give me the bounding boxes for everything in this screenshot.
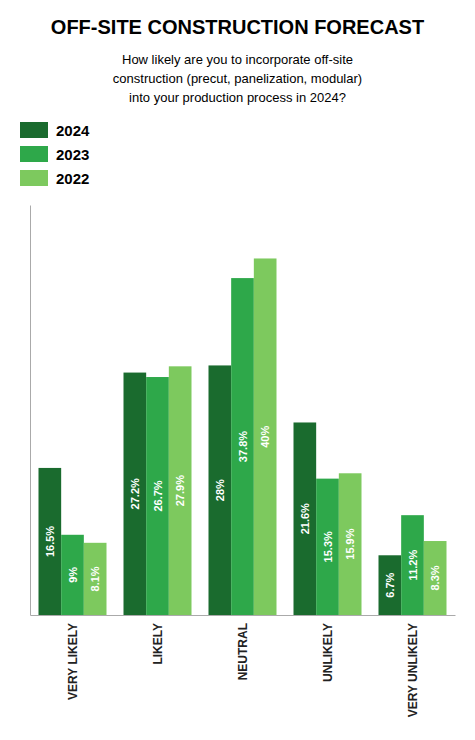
data-label: 37.8% [237,431,249,462]
plot: 16.5% 27.2% 28% 21.6% 6.7% 9% 26.7% 37.8% 15.3% 1… [31,206,456,718]
bars [39,258,447,615]
bar [84,543,107,615]
bar [401,515,424,615]
subtitle-line: into your production process in 2024? [129,90,346,105]
data-label: 40% [259,426,271,448]
data-label: 28% [214,479,226,501]
legend-label: 2023 [56,146,89,163]
bar [254,258,277,615]
subtitle-line: How likely are you to incorporate off-si… [122,52,353,67]
bar-series [39,365,402,615]
x-tick: VERY UNLIKELY [406,615,420,717]
data-label: 27.2% [129,478,141,509]
legend-swatch [20,122,48,138]
bar-series [84,258,447,615]
bar [339,473,362,615]
data-label: 9% [67,567,79,583]
data-label: 8.1% [89,566,101,591]
data-label: 8.3% [429,565,441,590]
data-label: 16.5% [44,526,56,557]
x-tick: NEUTRAL [236,615,250,680]
x-tick: UNLIKELY [321,615,335,682]
data-label: 6.7% [384,572,396,597]
bar-series [61,278,424,615]
data-labels: 16.5% 27.2% 28% 21.6% 6.7% 9% 26.7% 37.8% 15.3% 1… [44,426,441,598]
bar [424,541,447,615]
legend-item: 2023 [20,146,89,163]
x-axis: VERY LIKELY LIKELY NEUTRAL UNLIKELY VERY UNL… [31,615,456,717]
bar [209,365,232,615]
legend-item: 2024 [20,122,90,139]
legend-swatch [20,146,48,162]
x-tick: VERY LIKELY [66,615,80,700]
data-label: 27.9% [174,475,186,506]
bar [61,535,84,615]
chart: OFF-SITE CONSTRUCTION FORECAST How likely… [0,0,475,740]
data-label: 15.3% [322,531,334,562]
bar [316,479,339,615]
x-tick-label: VERY UNLIKELY [406,623,420,717]
legend-label: 2022 [56,170,89,187]
bar [146,377,169,615]
data-label: 11.2% [407,550,419,581]
legend-swatch [20,170,48,186]
subtitle-line: construction (precut, panelization, modu… [113,71,362,86]
y-axis-line [30,206,31,616]
x-tick: LIKELY [151,615,165,665]
legend-label: 2024 [56,122,90,139]
title: OFF-SITE CONSTRUCTION FORECAST [51,16,424,38]
subtitle: How likely are you to incorporate off-si… [113,52,362,105]
y-axis [30,206,31,616]
x-tick-label: UNLIKELY [321,623,335,682]
bar [294,422,317,615]
x-tick-label: VERY LIKELY [66,623,80,700]
bar [39,468,62,615]
bar [379,555,402,615]
bar [231,278,254,615]
data-label: 15.9% [344,528,356,559]
x-axis-line [31,615,456,616]
bar [169,366,192,615]
data-label: 26.7% [152,480,164,511]
x-tick-label: LIKELY [151,623,165,665]
data-label: 21.6% [299,503,311,534]
legend-item: 2022 [20,170,89,187]
legend: 2024 2023 2022 [20,122,90,187]
x-tick-label: NEUTRAL [236,623,250,680]
bar [124,373,147,615]
